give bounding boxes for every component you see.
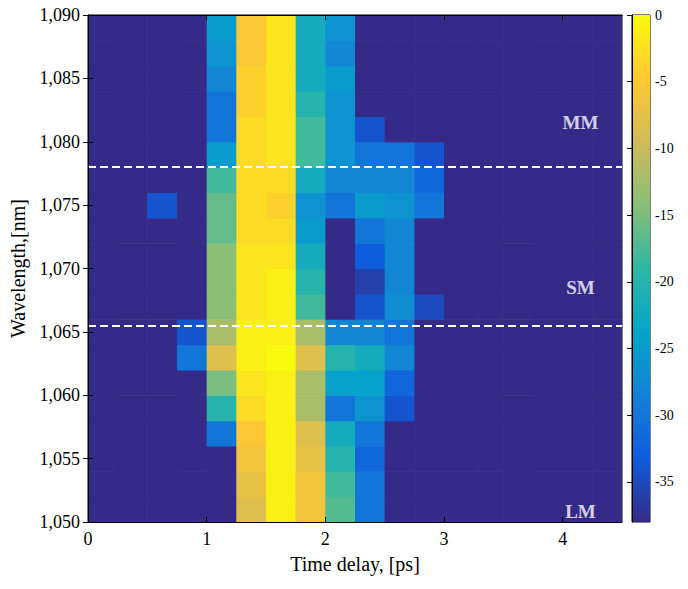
svg-text:-35: -35 — [655, 474, 674, 489]
svg-text:1,065: 1,065 — [40, 322, 81, 342]
svg-text:LM: LM — [565, 501, 596, 522]
svg-text:4: 4 — [558, 529, 567, 549]
svg-text:-10: -10 — [655, 141, 674, 156]
svg-text:-25: -25 — [655, 341, 674, 356]
svg-text:SM: SM — [566, 277, 595, 298]
svg-text:Time delay, [ps]: Time delay, [ps] — [290, 553, 420, 576]
svg-text:0: 0 — [84, 529, 93, 549]
svg-text:Wavelength,[nm]: Wavelength,[nm] — [7, 199, 30, 338]
svg-text:1,055: 1,055 — [40, 449, 81, 469]
svg-text:1,070: 1,070 — [40, 259, 81, 279]
svg-text:1,080: 1,080 — [40, 132, 81, 152]
svg-text:-30: -30 — [655, 408, 674, 423]
svg-text:-15: -15 — [655, 208, 674, 223]
svg-text:1,085: 1,085 — [40, 68, 81, 88]
svg-text:-5: -5 — [655, 74, 667, 89]
svg-text:1,090: 1,090 — [40, 5, 81, 25]
svg-text:1,050: 1,050 — [40, 512, 81, 532]
svg-text:2: 2 — [321, 529, 330, 549]
svg-text:1,075: 1,075 — [40, 195, 81, 215]
svg-text:-20: -20 — [655, 274, 674, 289]
svg-text:1: 1 — [202, 529, 211, 549]
svg-text:0: 0 — [655, 8, 662, 23]
svg-text:MM: MM — [563, 112, 599, 133]
svg-text:3: 3 — [440, 529, 449, 549]
svg-text:1,060: 1,060 — [40, 385, 81, 405]
